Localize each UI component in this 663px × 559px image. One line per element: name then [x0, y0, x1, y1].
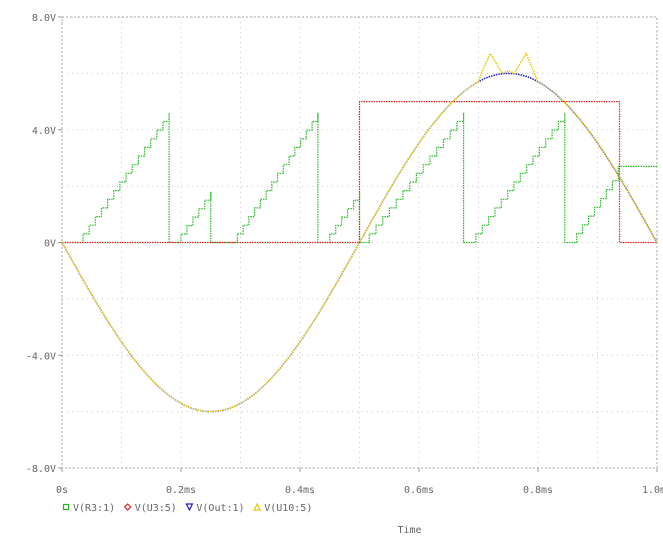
y-tick-label: -4.0V	[26, 351, 56, 362]
x-tick-label: 0s	[56, 485, 68, 496]
legend-marker	[185, 503, 194, 512]
x-tick-label: 0.6ms	[404, 485, 434, 496]
legend-marker	[253, 502, 262, 511]
legend-label: V(Out:1)	[196, 503, 244, 514]
series-layer	[61, 51, 658, 413]
y-tick-label: 4.0V	[32, 126, 56, 137]
axis-ticks: 0s 0.2ms 0.4ms 0.6ms 0.8ms 1.0ms 8.0V 4.0V 0V -4.…	[26, 13, 663, 496]
legend-label: V(R3:1)	[73, 503, 115, 514]
x-tick-label: 0.8ms	[523, 485, 553, 496]
y-tick-label: -8.0V	[26, 464, 56, 475]
legend-label: V(U10:5)	[264, 503, 312, 514]
series-line-v-u10-5	[61, 51, 658, 413]
y-tick-label: 8.0V	[32, 13, 56, 24]
legend: V(R3:1) V(U3:5) V(Out:1) V(U10:5)	[62, 502, 312, 514]
y-tick-label: 0V	[44, 239, 56, 250]
series-line-v-r3-1	[62, 112, 657, 244]
x-tick-label: 0.2ms	[166, 485, 196, 496]
series-line-v-u3-5	[62, 100, 657, 244]
legend-marker	[62, 503, 70, 511]
x-tick-label: 0.4ms	[285, 485, 315, 496]
x-tick-label: 1.0ms	[642, 485, 663, 496]
x-axis-label: Time	[397, 525, 421, 536]
legend-marker	[123, 503, 132, 511]
legend-label: V(U3:5)	[135, 503, 177, 514]
